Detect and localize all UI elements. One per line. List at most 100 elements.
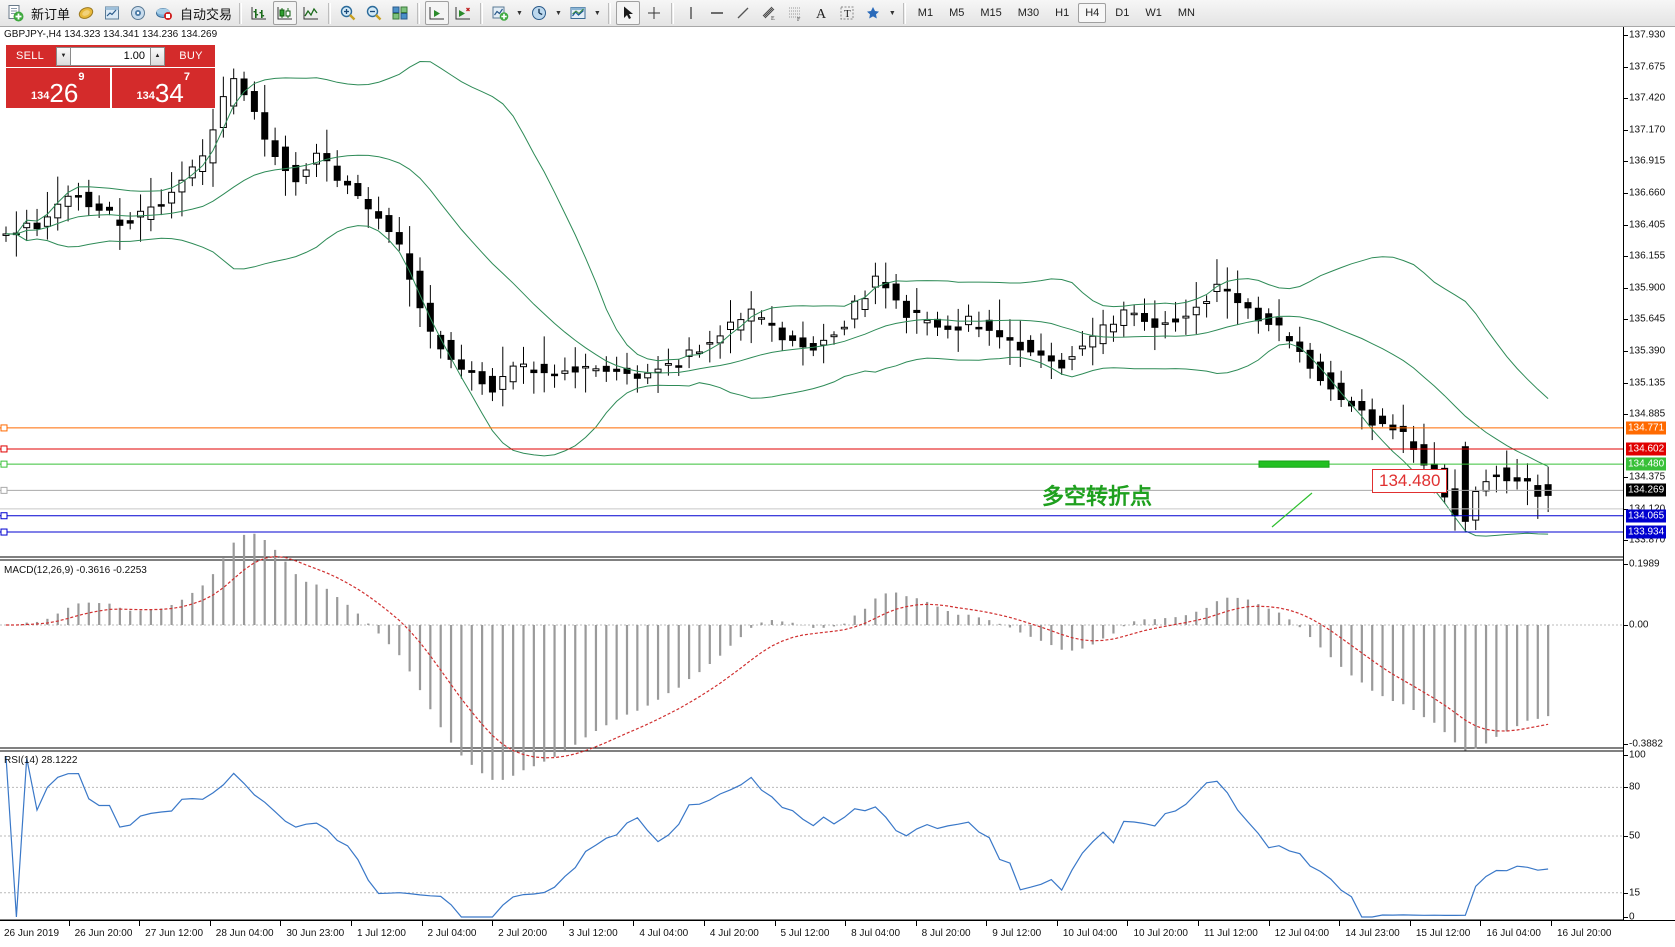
price-tick <box>1624 319 1628 321</box>
buy-price-big: 34 <box>154 78 184 108</box>
period-icon[interactable] <box>527 1 551 25</box>
time-axis-label: 12 Jul 04:00 <box>1274 928 1330 939</box>
time-axis-label: 11 Jul 12:00 <box>1204 928 1258 939</box>
time-axis[interactable]: 26 Jun 2019 26 Jun 20:00 27 Jun 12:00 28 Ju… <box>0 920 1675 947</box>
shapes-dropdown-icon[interactable]: ▼ <box>888 9 896 17</box>
new-order-label[interactable]: 新订单 <box>31 7 71 23</box>
chart-window[interactable]: GBPJPY-,H4 134.323 134.341 134.236 134.2… <box>0 27 1675 947</box>
timeframe-m1[interactable]: M1 <box>917 7 934 19</box>
time-axis-label: 10 Jul 20:00 <box>1133 928 1188 939</box>
fibonacci-icon[interactable]: F <box>783 1 807 25</box>
time-axis-label: 4 Jul 04:00 <box>639 928 689 939</box>
trendline-icon[interactable] <box>731 1 755 25</box>
timeframe-w1[interactable]: W1 <box>1145 7 1162 19</box>
toolbar-separator <box>239 2 243 24</box>
buy-price-display[interactable]: 134 34 7 <box>111 68 215 108</box>
time-axis-label: 9 Jul 12:00 <box>992 928 1042 939</box>
shapes-icon[interactable] <box>861 1 885 25</box>
svg-text:T: T <box>844 8 851 20</box>
price-axis-label: 136.155 <box>1629 250 1666 262</box>
price-tick <box>1624 413 1628 415</box>
time-tick <box>1268 921 1270 926</box>
rsi-tick <box>1624 787 1628 789</box>
timeframe-mn[interactable]: MN <box>1177 7 1195 19</box>
navigator-icon[interactable] <box>126 1 150 25</box>
templates-dropdown-icon[interactable]: ▼ <box>593 9 601 17</box>
sell-price-figure: 134 <box>31 90 50 102</box>
autotrading-icon[interactable] <box>152 1 176 25</box>
time-tick <box>1551 921 1552 926</box>
macd-tick <box>1624 624 1628 626</box>
time-axis-label: 14 Jul 23:00 <box>1345 928 1400 939</box>
macd-tick <box>1624 744 1628 745</box>
price-axis-label: 136.660 <box>1629 187 1666 199</box>
timeframe-h4[interactable]: H4 <box>1078 3 1107 23</box>
timeframe-m5[interactable]: M5 <box>949 7 965 19</box>
price-tag-entry-line[interactable]: 134.480 <box>1626 457 1667 471</box>
volume-control[interactable]: ▼ 1.00 ▲ <box>54 45 167 67</box>
equidistant-channel-icon[interactable]: E <box>757 1 781 25</box>
cursor-icon[interactable] <box>615 1 640 25</box>
crosshair-icon[interactable] <box>642 1 666 25</box>
toolbar-separator <box>670 2 674 24</box>
rsi-tick <box>1624 755 1628 756</box>
time-tick <box>1480 921 1482 926</box>
rsi-tick <box>1624 917 1628 918</box>
rsi-indicator-label: RSI(14) 28.1222 <box>4 755 78 766</box>
timeframe-m15[interactable]: M15 <box>980 7 1002 19</box>
buy-price-pip: 7 <box>183 71 190 83</box>
one-click-trading-panel[interactable]: SELL ▼ 1.00 ▲ BUY 134 26 9 134 34 7 <box>6 45 215 108</box>
timeframe-h1[interactable]: H1 <box>1055 7 1070 19</box>
volume-input[interactable]: 1.00 <box>71 46 150 66</box>
time-axis-label: 16 Jul 20:00 <box>1557 928 1612 939</box>
volume-decrease-button[interactable]: ▼ <box>56 46 71 66</box>
text-icon[interactable]: T <box>835 1 859 25</box>
chart-shift-icon[interactable] <box>425 1 450 25</box>
price-tag-stop-line-2[interactable]: 133.934 <box>1626 525 1667 539</box>
bar-chart-icon[interactable] <box>247 1 271 25</box>
sell-price-display[interactable]: 134 26 9 <box>6 68 110 108</box>
sell-price-big: 26 <box>49 78 79 108</box>
period-dropdown-icon[interactable]: ▼ <box>554 9 562 17</box>
data-window-icon[interactable] <box>100 1 124 25</box>
indicators-icon[interactable] <box>488 1 512 25</box>
time-axis-label: 8 Jul 20:00 <box>921 928 971 939</box>
price-tag-take-profit-line[interactable]: 134.771 <box>1626 421 1667 435</box>
toolbar-separator <box>902 2 906 24</box>
macd-tick <box>1624 564 1628 565</box>
price-axis-label: 135.645 <box>1629 313 1666 325</box>
vertical-line-icon[interactable] <box>679 1 703 25</box>
macd-axis-label: 0.00 <box>1629 619 1649 631</box>
horizontal-line-icon[interactable] <box>705 1 729 25</box>
time-tick <box>703 921 705 926</box>
timeframe-m30[interactable]: M30 <box>1017 7 1040 19</box>
candlestick-chart-icon[interactable] <box>273 1 298 25</box>
time-axis-label: 2 Jul 04:00 <box>427 928 477 939</box>
price-axis-label: 134.120 <box>1629 503 1665 514</box>
price-tag-last-price[interactable]: 134.269 <box>1626 483 1667 497</box>
auto-scroll-icon[interactable] <box>451 1 475 25</box>
new-order-icon[interactable] <box>3 1 27 25</box>
tile-windows-icon[interactable] <box>388 1 412 25</box>
zoom-out-icon[interactable] <box>362 1 386 25</box>
text-label-icon[interactable]: A <box>809 1 833 25</box>
sell-button[interactable]: SELL <box>6 45 54 67</box>
zoom-in-icon[interactable] <box>336 1 360 25</box>
volume-increase-button[interactable]: ▲ <box>150 46 165 66</box>
time-tick <box>209 921 211 926</box>
price-tag-stop-line-1[interactable]: 134.065 <box>1626 509 1667 523</box>
timeframe-d1[interactable]: D1 <box>1115 7 1130 19</box>
rsi-axis-label: 15 <box>1629 887 1641 899</box>
price-tag-resistance-line[interactable]: 134.602 <box>1626 442 1667 456</box>
rsi-tick <box>1624 892 1628 894</box>
price-axis[interactable]: 137.930 137.675 137.420 137.170 136.915 136.6… <box>1623 27 1675 923</box>
price-callout-box[interactable]: 134.480 <box>1372 469 1448 493</box>
templates-icon[interactable] <box>566 1 590 25</box>
indicators-dropdown-icon[interactable]: ▼ <box>516 9 523 17</box>
expert-advisors-icon[interactable] <box>74 1 98 25</box>
line-chart-icon[interactable] <box>299 1 323 25</box>
chart-annotation-text[interactable]: 多空转折点 <box>1042 485 1153 510</box>
autotrading-label[interactable]: 自动交易 <box>180 7 233 23</box>
buy-button[interactable]: BUY <box>167 45 215 67</box>
chart-plot-area[interactable] <box>0 27 1623 920</box>
